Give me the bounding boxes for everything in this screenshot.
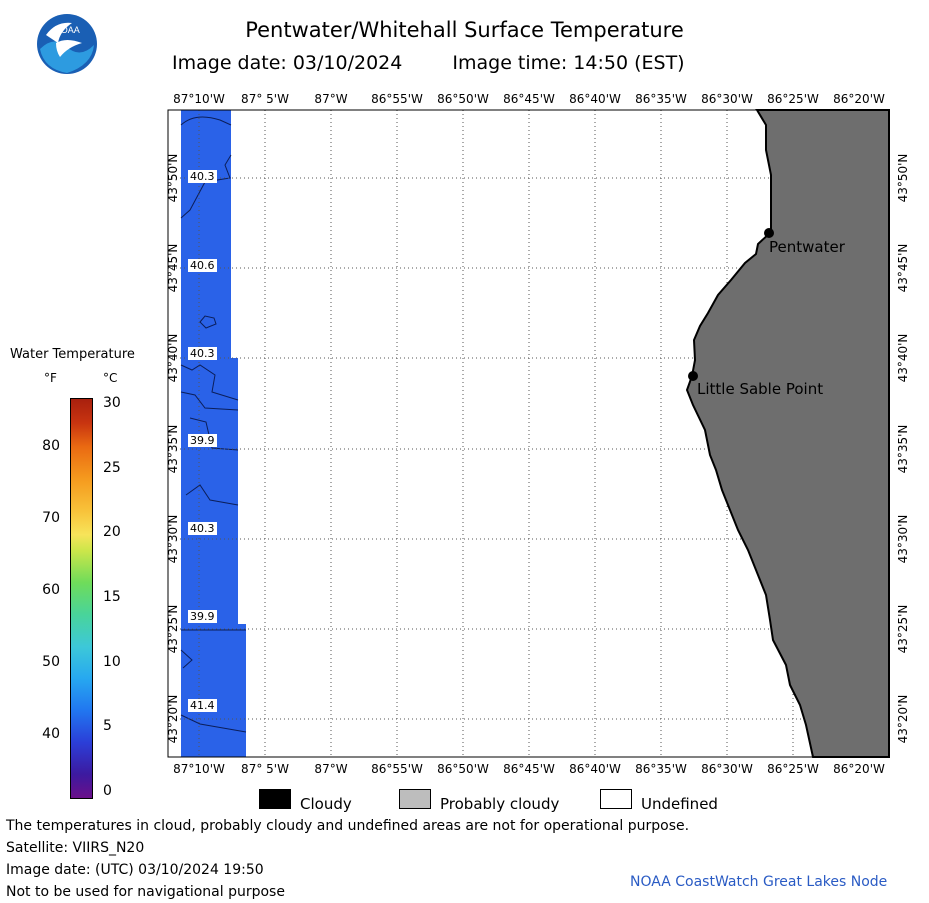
celsius-tick-label: 25 [103, 459, 121, 476]
legend-celsius-unit: °C [103, 371, 118, 385]
latitude-label: 43°50'N [166, 153, 180, 203]
water-strip-south [181, 624, 246, 757]
temperature-label: 39.9 [188, 434, 217, 447]
latitude-label: 43°20'N [166, 694, 180, 744]
image-time: Image time: 14:50 (EST) [452, 52, 685, 74]
fahrenheit-tick-label: 70 [42, 509, 60, 526]
fahrenheit-tick-label: 60 [42, 581, 60, 598]
map-title: Pentwater/Whitehall Surface Temperature [245, 18, 684, 42]
image-datetime-row: Image date: 03/10/2024 Image time: 14:50… [172, 52, 685, 74]
longitude-label: 86°35'W [635, 92, 687, 106]
image-date: Image date: 03/10/2024 [172, 52, 403, 74]
longitude-label: 86°50'W [437, 92, 489, 106]
temperature-label: 40.3 [188, 522, 217, 535]
latitude-label: 43°45'N [166, 243, 180, 293]
longitude-label: 86°40'W [569, 762, 621, 776]
isotherm-line [180, 391, 239, 411]
water-strip-north [181, 110, 231, 358]
latitude-label: 43°35'N [896, 424, 910, 474]
temperature-label: 40.3 [188, 347, 217, 360]
place-label-little-sable-point: Little Sable Point [697, 380, 824, 398]
isotherm-line [180, 154, 232, 219]
utc-date-text: Image date: (UTC) 03/10/2024 19:50 [6, 862, 264, 878]
longitude-label: 86°45'W [503, 762, 555, 776]
temperature-label: 41.4 [188, 699, 217, 712]
temperature-label: 39.9 [188, 610, 217, 623]
isotherm-line [199, 315, 217, 329]
cloudy-key-swatch [259, 789, 291, 809]
latitude-label: 43°25'N [896, 604, 910, 654]
longitude-label: 86°30'W [701, 92, 753, 106]
credit-text: NOAA CoastWatch Great Lakes Node [630, 874, 888, 890]
footer-notes: The temperatures in cloud, probably clou… [6, 815, 689, 903]
latitude-label: 43°20'N [896, 694, 910, 744]
longitude-label: 86°30'W [701, 762, 753, 776]
pentwater-marker [764, 228, 774, 238]
celsius-tick-label: 15 [103, 589, 121, 605]
isotherm-line [185, 484, 239, 506]
legend-title: Water Temperature [10, 347, 135, 362]
latitude-label: 43°40'N [166, 333, 180, 383]
water-strip-middle [181, 358, 238, 624]
navigation-warning: Not to be used for navigational purpose [6, 884, 285, 900]
longitude-label: 87° 5'W [241, 762, 289, 776]
celsius-tick-label: 0 [103, 783, 112, 799]
longitude-label: 86°25'W [767, 762, 819, 776]
isotherm-line [180, 364, 239, 401]
little-sable-point-marker [688, 371, 698, 381]
longitude-label: 86°45'W [503, 92, 555, 106]
satellite-text: Satellite: VIIRS_N20 [6, 840, 145, 856]
latitude-label: 43°30'N [896, 514, 910, 564]
legend-fahrenheit-unit: °F [44, 371, 57, 385]
temperature-colorbar [70, 398, 93, 799]
celsius-tick-label: 10 [103, 653, 121, 670]
longitude-label: 86°25'W [767, 92, 819, 106]
temperature-label: 40.6 [188, 259, 217, 272]
fahrenheit-tick-label: 40 [42, 725, 60, 742]
celsius-tick-label: 5 [103, 718, 112, 735]
probably-cloudy-key-label: Probably cloudy [440, 795, 560, 813]
isotherm-line [180, 714, 247, 733]
logo-text: NOAA [54, 25, 80, 35]
temperature-label: 40.3 [188, 170, 217, 183]
land-area [685, 109, 890, 758]
probably-cloudy-key-swatch [399, 789, 431, 809]
longitude-label: 87°W [314, 762, 348, 776]
isotherm-line [180, 116, 232, 126]
map-frame [167, 109, 890, 758]
latitude-label: 43°40'N [896, 333, 910, 383]
longitude-label: 86°20'W [833, 762, 885, 776]
undefined-key-swatch [600, 789, 632, 809]
fahrenheit-tick-label: 80 [42, 438, 60, 455]
longitude-label: 86°50'W [437, 762, 489, 776]
longitude-label: 87°10'W [173, 762, 225, 776]
latitude-label: 43°30'N [166, 514, 180, 564]
longitude-label: 87° 5'W [241, 92, 289, 106]
longitude-label: 87°10'W [173, 92, 225, 106]
longitude-label: 86°20'W [833, 92, 885, 106]
water-area [180, 110, 247, 757]
latitude-label: 43°25'N [166, 604, 180, 654]
latitude-label: 43°50'N [896, 153, 910, 203]
longitude-label: 87°W [314, 92, 348, 106]
undefined-key-label: Undefined [641, 795, 718, 813]
celsius-tick-label: 30 [103, 395, 121, 411]
place-label-pentwater: Pentwater [769, 238, 845, 256]
latitude-label: 43°35'N [166, 424, 180, 474]
longitude-label: 86°40'W [569, 92, 621, 106]
cloudy-key-label: Cloudy [300, 795, 352, 813]
disclaimer-text: The temperatures in cloud, probably clou… [6, 818, 690, 834]
celsius-tick-label: 20 [103, 524, 121, 541]
noaa-logo-icon: NOAA [36, 13, 98, 75]
longitude-label: 86°35'W [635, 762, 687, 776]
longitude-label: 86°55'W [371, 762, 423, 776]
isotherm-line [180, 649, 193, 669]
latitude-label: 43°45'N [896, 243, 910, 293]
fahrenheit-tick-label: 50 [42, 653, 60, 670]
longitude-label: 86°55'W [371, 92, 423, 106]
